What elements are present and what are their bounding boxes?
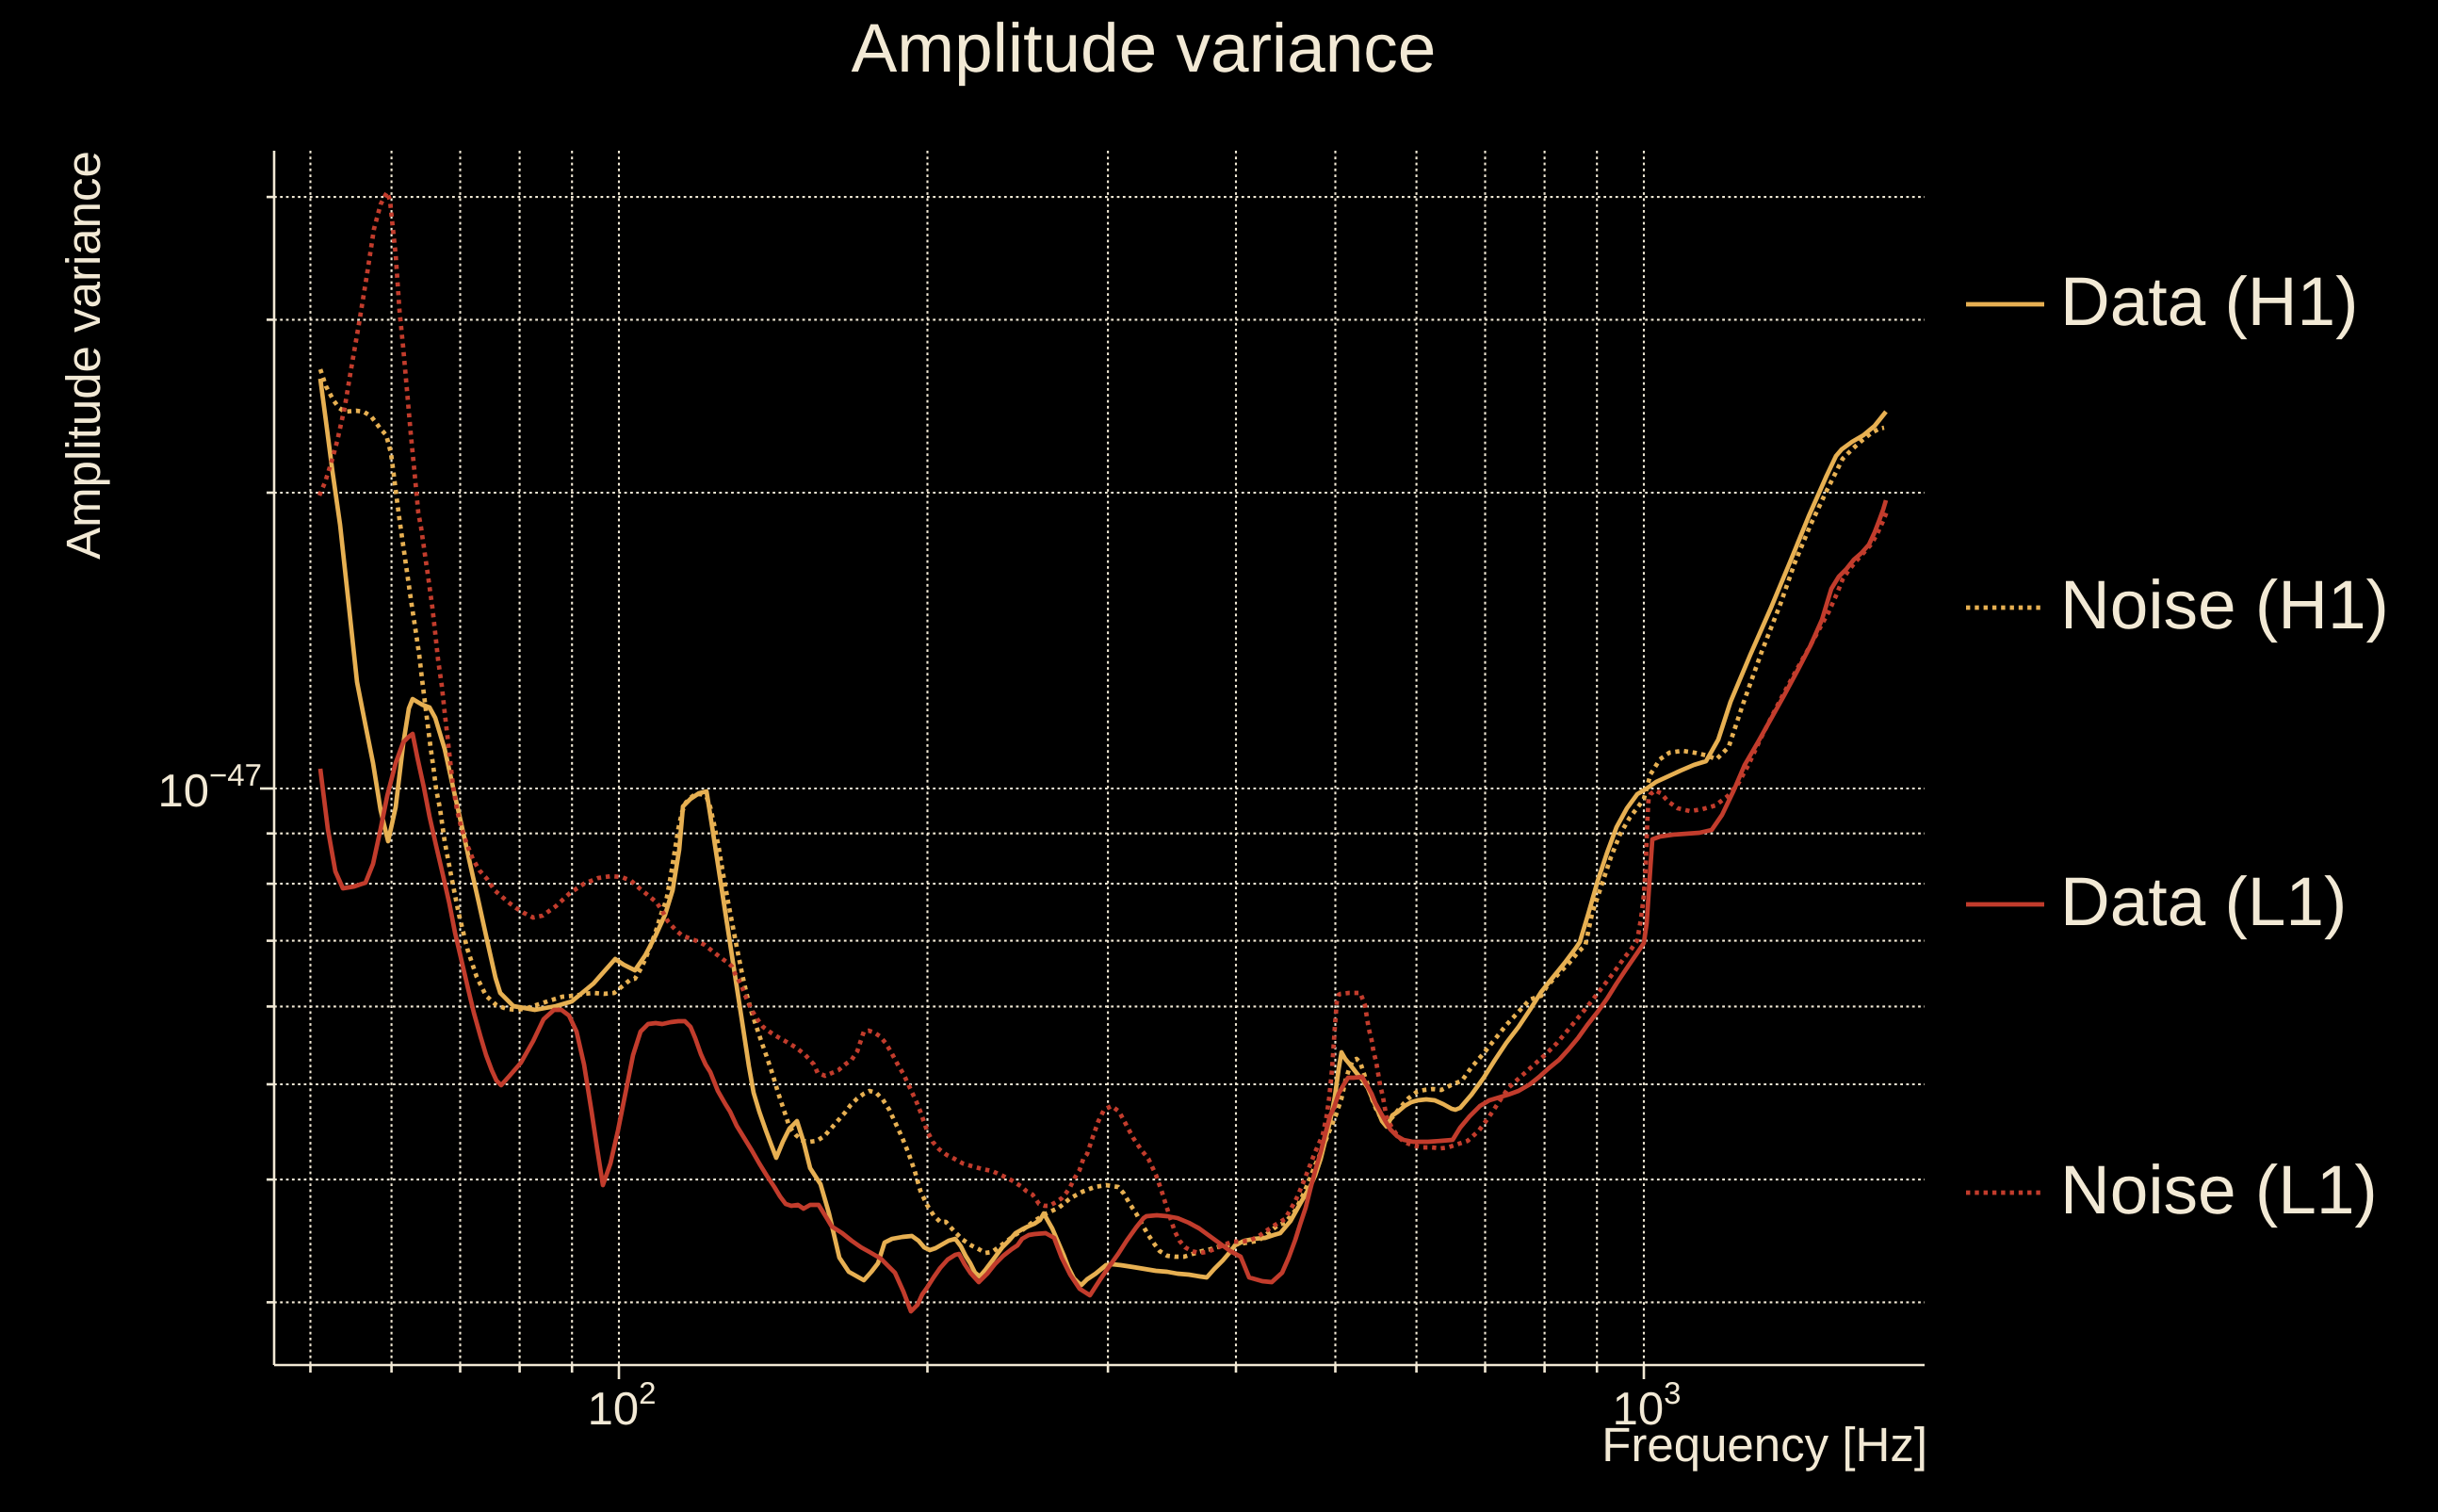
svg-text:Frequency [Hz]: Frequency [Hz] <box>1601 1418 1927 1471</box>
svg-text:Noise (L1): Noise (L1) <box>2060 1152 2378 1228</box>
svg-text:Amplitude variance: Amplitude variance <box>57 151 110 560</box>
svg-text:Amplitude variance: Amplitude variance <box>852 10 1437 87</box>
svg-text:Data (H1): Data (H1) <box>2060 264 2358 340</box>
svg-text:Noise (H1): Noise (H1) <box>2060 567 2389 643</box>
svg-text:Data (L1): Data (L1) <box>2060 864 2347 940</box>
